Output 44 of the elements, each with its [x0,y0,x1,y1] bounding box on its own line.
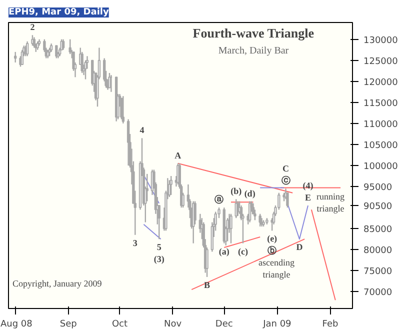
annotation: (3) [154,254,164,264]
chart-title: Fourth-wave Triangle [192,26,314,40]
y-tick-label: 70000 [364,288,392,298]
y-tick-label: 85000 [364,225,392,236]
y-tick-label: 130000 [364,36,398,46]
annotation: (d) [244,188,256,198]
text: March, Daily Bar [218,46,290,56]
y-tick-label: 125000 [364,56,398,67]
text: EPH9, Mar 09, Daily [8,8,109,18]
y-tick-label: 120000 [364,78,398,88]
y-tick-label: 100000 [364,162,398,172]
annotation: ascending triangle [258,258,295,280]
y-tick-label: 95000 [364,183,392,194]
x-tick-label: Nov [164,320,182,330]
annotation: E [305,192,312,202]
annotation: ⓒ [281,176,290,186]
annotation: C [282,164,290,174]
annotation: 3 [132,238,138,248]
x-tick-label: Dec [215,320,233,330]
annotation: ⓑ [268,246,277,256]
annotation: (c) [238,246,248,256]
annotation: 2 [30,22,36,32]
annotation: running triangle [316,192,345,214]
x-tick-label: Sep [60,320,78,330]
y-tick-label: 110000 [364,120,398,130]
y-tick-label: 105000 [364,140,398,151]
annotation: B [204,280,210,290]
annotation: (b) [230,186,242,196]
x-tick-label: Feb [322,320,339,330]
y-tick-label: 80000 [364,246,392,256]
y-tick-label: 115000 [364,98,398,109]
annotation: Copyright, January 2009 [12,278,102,288]
x-tick-label: Jan 09 [262,320,292,330]
x-tick-label: Aug 08 [0,320,33,330]
annotation: D [296,242,304,252]
annotation: (e) [267,234,278,244]
y-tick-label: 75000 [364,267,392,278]
annotation: A [174,150,182,160]
x-tick-label: Oct [112,320,128,330]
annotation: 5 [156,242,162,252]
annotation: (a) [218,246,230,256]
annotation: 4 [140,125,145,136]
y-tick-label: 90500 [364,202,392,212]
annotation: ⓐ [214,194,224,205]
